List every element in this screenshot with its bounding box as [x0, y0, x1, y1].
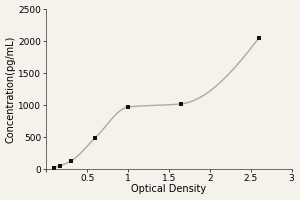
- Y-axis label: Concentration(pg/mL): Concentration(pg/mL): [6, 35, 16, 143]
- X-axis label: Optical Density: Optical Density: [131, 184, 206, 194]
